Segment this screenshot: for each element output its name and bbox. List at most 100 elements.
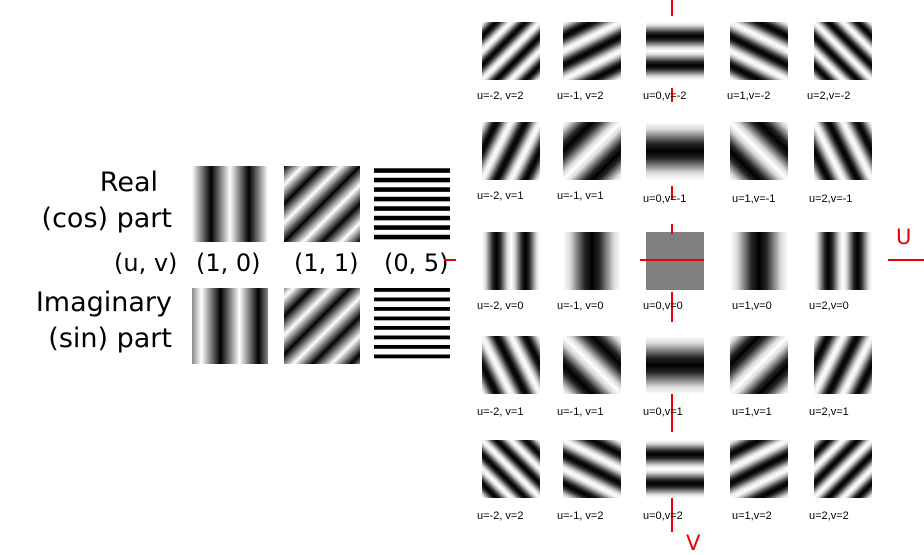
- tile-u-2-v-1: [482, 122, 540, 180]
- caption-r0-c1: u=-1, v=2: [557, 90, 604, 102]
- sinusoid-fill: [563, 122, 621, 180]
- caption-r2-c3: u=1,v=0: [732, 300, 772, 312]
- sinusoid-fill: [482, 122, 540, 180]
- u-axis-label: U: [896, 225, 912, 249]
- caption-r3-c1: u=-1, v=1: [557, 406, 604, 418]
- tile-u1-v2: [730, 440, 788, 498]
- imag-label-line1: Imaginary: [35, 287, 172, 318]
- tile-u-2-v1: [482, 336, 540, 394]
- imag-label-line2: (sin) part: [48, 323, 172, 354]
- real-label-line2: (cos) part: [41, 203, 172, 234]
- sinusoid-fill: [563, 440, 621, 498]
- uv-label: (u, v): [114, 249, 178, 277]
- sinusoid-fill: [730, 22, 788, 80]
- caption-r4-c3: u=1,v=2: [732, 510, 772, 522]
- caption-r2-c1: u=-1, v=0: [557, 300, 604, 312]
- caption-r3-c3: u=1,v=1: [732, 406, 772, 418]
- caption-r2-c0: u=-2, v=0: [477, 300, 524, 312]
- sinusoid-fill: [563, 22, 621, 80]
- tile-u2-v1: [814, 336, 872, 394]
- sinusoid-fill: [814, 122, 872, 180]
- sinusoid-fill: [814, 22, 872, 80]
- sinusoid-fill: [730, 122, 788, 180]
- v-axis-label: V: [686, 531, 701, 555]
- caption-r3-c0: u=-2, v=1: [477, 406, 524, 418]
- caption-r0-c0: u=-2, v=2: [477, 90, 524, 102]
- tile-u2-v-1: [814, 122, 872, 180]
- real-label-line1: Real: [99, 167, 158, 198]
- caption-r2-c2: u=0,v=0: [643, 300, 683, 312]
- tile-u-1-v-1: [563, 122, 621, 180]
- sinusoid-fill: [563, 336, 621, 394]
- v-axis-line-1: [671, 88, 673, 102]
- sinusoid-fill: [563, 232, 621, 290]
- sinusoid-fill: [730, 440, 788, 498]
- imag-pattern-0-5: [374, 288, 450, 364]
- tile-u2-v0: [814, 232, 872, 290]
- tile-u-1-v2: [563, 440, 621, 498]
- tile-u1-v-2: [730, 22, 788, 80]
- tile-u0-v1: [646, 336, 704, 394]
- caption-r3-c2: u=0,v=1: [643, 406, 683, 418]
- tile-u0-v2: [646, 440, 704, 498]
- v-axis-line-4: [671, 292, 673, 322]
- tile-u-2-v-2: [482, 22, 540, 80]
- example-label-1-1: (1, 1): [294, 249, 359, 277]
- v-axis-top-line: [671, 0, 673, 16]
- sinusoid-fill: [814, 232, 872, 290]
- tile-u-1-v0: [563, 232, 621, 290]
- caption-r0-c2: u=0,v=-2: [643, 90, 687, 102]
- v-axis-line-5: [671, 394, 673, 432]
- real-pattern-1-1: [284, 166, 360, 242]
- caption-r4-c0: u=-2, v=2: [477, 510, 524, 522]
- caption-r3-c4: u=2,v=1: [809, 406, 849, 418]
- sinusoid-fill: [646, 122, 704, 180]
- sinusoid-fill: [482, 440, 540, 498]
- imag-pattern-1-1: [284, 288, 360, 364]
- tile-u-1-v-2: [563, 22, 621, 80]
- tile-u1-v1: [730, 336, 788, 394]
- caption-r1-c3: u=1,v=-1: [732, 193, 776, 205]
- sinusoid-fill: [482, 22, 540, 80]
- caption-r4-c1: u=-1, v=2: [557, 510, 604, 522]
- caption-r0-c3: u=1,v=-2: [727, 90, 771, 102]
- sinusoid-fill: [730, 336, 788, 394]
- caption-r2-c4: u=2,v=0: [809, 300, 849, 312]
- sinusoid-fill: [646, 440, 704, 498]
- real-pattern-1-0: [192, 166, 268, 242]
- tile-u2-v2: [814, 440, 872, 498]
- tile-u1-v0: [730, 232, 788, 290]
- sinusoid-fill: [646, 22, 704, 80]
- example-label-1-0: (1, 0): [196, 249, 261, 277]
- tile-u-2-v2: [482, 440, 540, 498]
- v-axis-line-3: [671, 224, 673, 234]
- sinusoid-fill: [482, 232, 540, 290]
- v-axis-line-2: [671, 186, 673, 200]
- caption-r1-c1: u=-1, v=1: [557, 190, 604, 202]
- sinusoid-fill: [814, 336, 872, 394]
- caption-r1-c2: u=0,v=-1: [643, 193, 687, 205]
- u-axis-center-line: [640, 259, 704, 261]
- real-pattern-0-5: [374, 166, 450, 242]
- imag-pattern-1-0: [192, 288, 268, 364]
- tile-u-1-v1: [563, 336, 621, 394]
- tile-u0-v-2: [646, 22, 704, 80]
- sinusoid-fill: [730, 232, 788, 290]
- tile-u1-v-1: [730, 122, 788, 180]
- u-axis-left-line: [444, 259, 456, 261]
- caption-r4-c4: u=2,v=2: [809, 510, 849, 522]
- u-axis-right-line: [888, 259, 924, 261]
- caption-r1-c0: u=-2, v=1: [477, 190, 524, 202]
- tile-u-2-v0: [482, 232, 540, 290]
- tile-u0-v-1: [646, 122, 704, 180]
- tile-u2-v-2: [814, 22, 872, 80]
- tile-u0-v0: [646, 232, 704, 290]
- example-label-0-5: (0, 5): [384, 249, 449, 277]
- sinusoid-fill: [482, 336, 540, 394]
- dc-component: [646, 232, 704, 290]
- sinusoid-fill: [814, 440, 872, 498]
- v-axis-bottom-line: [671, 498, 673, 532]
- caption-r0-c4: u=2,v=-2: [807, 90, 851, 102]
- caption-r4-c2: u=0,v=2: [643, 510, 683, 522]
- sinusoid-fill: [646, 336, 704, 394]
